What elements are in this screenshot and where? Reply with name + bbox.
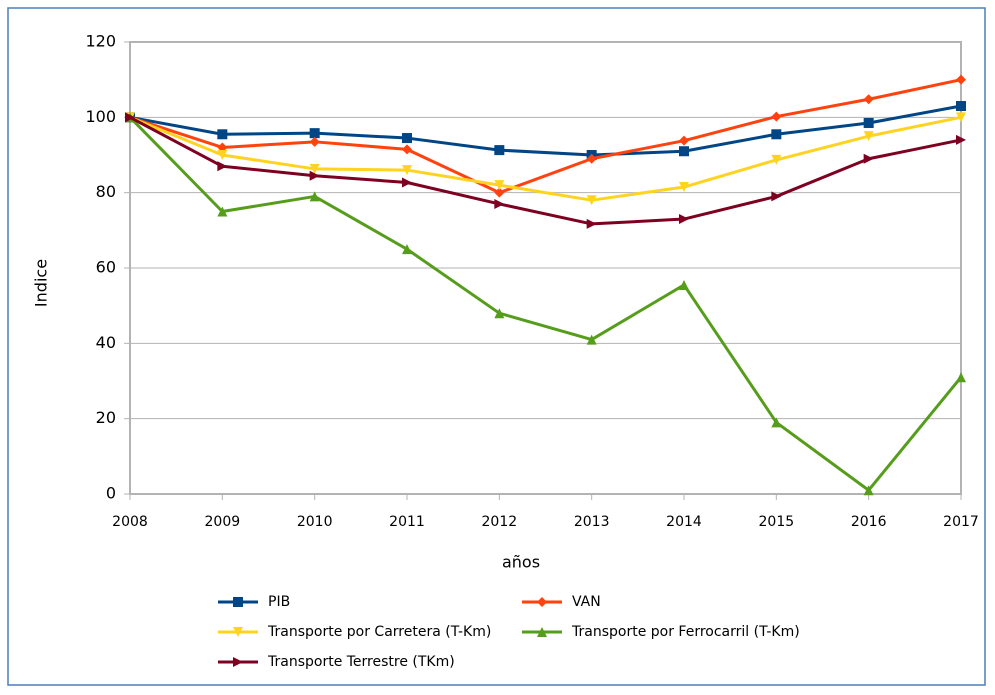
data-point — [494, 198, 505, 209]
data-point — [771, 417, 782, 428]
data-point — [309, 170, 320, 181]
data-point — [309, 128, 320, 139]
data-point — [956, 74, 966, 85]
data-point — [956, 112, 966, 123]
x-tick-label: 2012 — [482, 514, 518, 530]
data-point — [217, 142, 228, 153]
y-axis-label: Indice — [32, 259, 51, 307]
data-point — [125, 112, 135, 123]
data-point — [863, 117, 874, 128]
series-line — [129, 116, 962, 226]
data-point — [494, 145, 505, 156]
legend-label: Transporte por Carretera (T-Km) — [267, 624, 491, 640]
data-point — [586, 153, 597, 164]
data-point — [679, 182, 689, 193]
data-point — [494, 187, 505, 198]
x-tick-label: 2015 — [759, 514, 795, 530]
data-point — [956, 101, 966, 112]
legend-marker — [537, 627, 547, 637]
legend-marker — [233, 657, 243, 667]
y-tick-label: 40 — [96, 333, 116, 352]
data-point — [494, 180, 505, 191]
y-tick-label: 80 — [96, 182, 116, 201]
y-tick-label: 0 — [106, 484, 116, 503]
legend-label: Transporte por Ferrocarril (T-Km) — [571, 624, 800, 640]
data-point — [771, 191, 782, 202]
data-point — [494, 308, 505, 319]
legend-label: PIB — [268, 594, 290, 610]
data-point — [679, 135, 689, 146]
legend-label: VAN — [572, 594, 601, 610]
data-point — [402, 133, 412, 144]
x-tick-label: 2011 — [389, 514, 425, 530]
x-tick-label: 2016 — [851, 514, 887, 530]
data-point — [956, 372, 966, 383]
series-line — [129, 115, 962, 202]
plot-border — [129, 41, 962, 495]
data-point — [956, 134, 966, 145]
data-point — [217, 206, 228, 217]
data-point — [402, 165, 412, 176]
x-axis-label: años — [502, 553, 540, 572]
y-tick-label: 120 — [85, 32, 116, 51]
data-point — [586, 218, 597, 229]
x-tick-label: 2014 — [666, 514, 702, 530]
data-point — [309, 136, 320, 147]
legend-marker — [233, 627, 243, 637]
data-point — [771, 129, 782, 140]
series-line — [129, 104, 962, 157]
x-tick-label: 2010 — [297, 514, 333, 530]
series-line — [128, 116, 963, 492]
x-tick-label: 2008 — [112, 514, 148, 530]
y-tick-label: 100 — [85, 107, 116, 126]
data-point — [586, 334, 597, 345]
data-point — [863, 153, 874, 164]
data-point — [863, 94, 874, 105]
data-point — [679, 146, 689, 157]
x-tick-label: 2009 — [205, 514, 241, 530]
data-point — [402, 144, 412, 155]
data-point — [771, 111, 782, 122]
data-point — [771, 154, 782, 165]
y-tick-label: 60 — [96, 258, 116, 277]
data-point — [679, 214, 689, 225]
legend-label: Transporte Terrestre (TKm) — [267, 654, 455, 670]
data-point — [217, 161, 228, 172]
data-point — [217, 129, 228, 140]
data-point — [217, 150, 228, 160]
x-tick-label: 2013 — [574, 514, 610, 530]
data-point — [679, 279, 689, 290]
x-tick-label: 2017 — [943, 514, 979, 530]
data-point — [863, 131, 874, 142]
y-tick-label: 20 — [96, 408, 116, 427]
frame — [7, 7, 986, 686]
legend-marker — [537, 597, 547, 607]
data-point — [309, 163, 320, 174]
data-point — [309, 191, 320, 202]
data-point — [863, 485, 874, 496]
data-point — [402, 177, 412, 188]
data-point — [586, 195, 597, 206]
series-line — [129, 78, 962, 195]
legend-marker — [233, 597, 243, 607]
data-point — [402, 244, 412, 255]
